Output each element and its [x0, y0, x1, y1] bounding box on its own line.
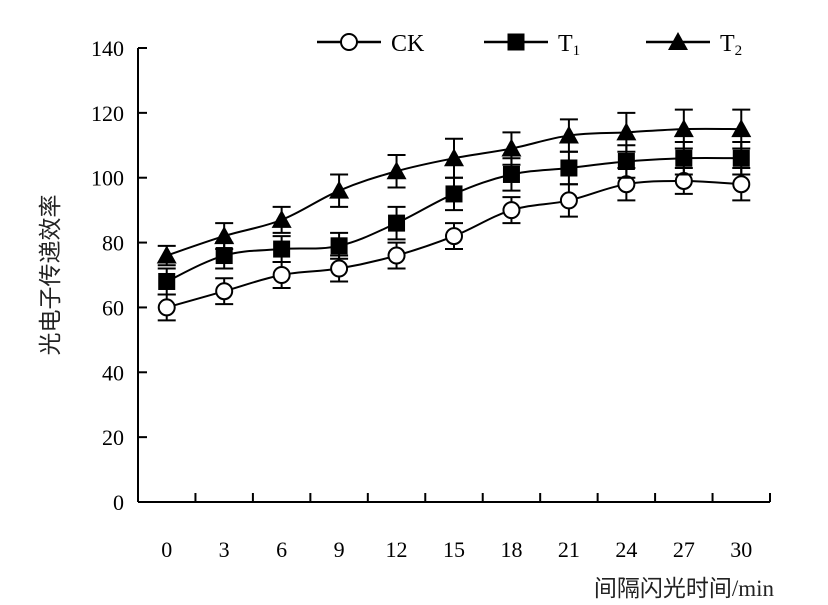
data-point	[502, 201, 521, 220]
data-point	[673, 119, 694, 138]
legend-label: T2	[720, 31, 742, 59]
x-tick-label: 24	[615, 537, 637, 562]
data-point	[272, 266, 291, 284]
y-tick-label: 20	[102, 425, 124, 450]
legend-item-ck: CK	[317, 31, 425, 57]
data-point	[330, 237, 348, 255]
data-point	[732, 175, 751, 194]
y-ticks: 0 20 40 60 80 100 120 140	[91, 36, 147, 515]
y-tick-label: 0	[113, 490, 124, 515]
x-tick-label: 18	[500, 537, 522, 562]
data-point	[157, 298, 176, 317]
data-point	[214, 226, 235, 245]
y-tick-label: 80	[102, 231, 124, 256]
data-point	[445, 227, 463, 246]
x-tick-label: 6	[276, 537, 287, 562]
data-point	[732, 149, 750, 167]
y-axis-title: 光电子传递效率	[38, 195, 63, 356]
data-point	[445, 185, 463, 203]
data-point	[215, 247, 233, 265]
x-tick-label: 21	[558, 537, 580, 562]
data-point	[617, 153, 635, 170]
data-point	[386, 161, 407, 180]
data-point	[731, 119, 752, 138]
data-point	[330, 259, 349, 278]
data-point	[501, 138, 522, 157]
legend-marker	[668, 32, 688, 50]
axes: 0 20 40 60 80 100 120 140 0 3 6 9 12 15 18 21 24 27 30	[91, 36, 771, 562]
data-point	[558, 125, 579, 144]
data-point	[388, 214, 406, 232]
data-point	[387, 246, 406, 265]
x-tick-label: 30	[730, 537, 752, 562]
y-tick-label: 140	[91, 36, 124, 61]
data-point	[158, 272, 176, 290]
data-point	[616, 122, 637, 141]
x-tick-label: 3	[219, 537, 230, 562]
y-tick-label: 60	[102, 295, 124, 320]
data-point	[271, 209, 292, 228]
x-tick-label: 9	[334, 537, 345, 562]
x-tick-label: 0	[161, 537, 172, 562]
data-point	[156, 245, 177, 264]
legend-label: T1	[558, 31, 580, 59]
legend-item-t2: T2	[646, 31, 742, 59]
legend: CK T1 T2	[317, 31, 742, 59]
data-point	[560, 159, 578, 177]
x-tick-label: 27	[673, 537, 695, 562]
y-tick-label: 100	[91, 166, 124, 191]
data-point	[675, 149, 693, 167]
legend-marker	[507, 33, 525, 51]
data-point	[329, 180, 350, 199]
x-tick-label: 12	[386, 537, 408, 562]
data-point	[215, 282, 234, 301]
series-layer	[156, 108, 752, 322]
series-t2	[156, 108, 752, 267]
data-point	[273, 240, 291, 258]
legend-label: CK	[391, 31, 425, 57]
series-ck	[157, 166, 751, 322]
legend-marker	[340, 33, 358, 51]
data-point	[559, 191, 578, 210]
legend-item-t1: T1	[484, 31, 580, 59]
y-tick-label: 120	[91, 101, 124, 126]
x-ticks: 0 3 6 9 12 15 18 21 24 27 30	[137, 493, 771, 562]
data-point	[502, 165, 520, 183]
x-axis-title: 间隔闪光时间/min	[594, 576, 775, 601]
x-tick-label: 15	[443, 537, 465, 562]
data-point	[444, 148, 464, 167]
y-tick-label: 40	[102, 360, 124, 385]
series-t1	[157, 141, 751, 296]
